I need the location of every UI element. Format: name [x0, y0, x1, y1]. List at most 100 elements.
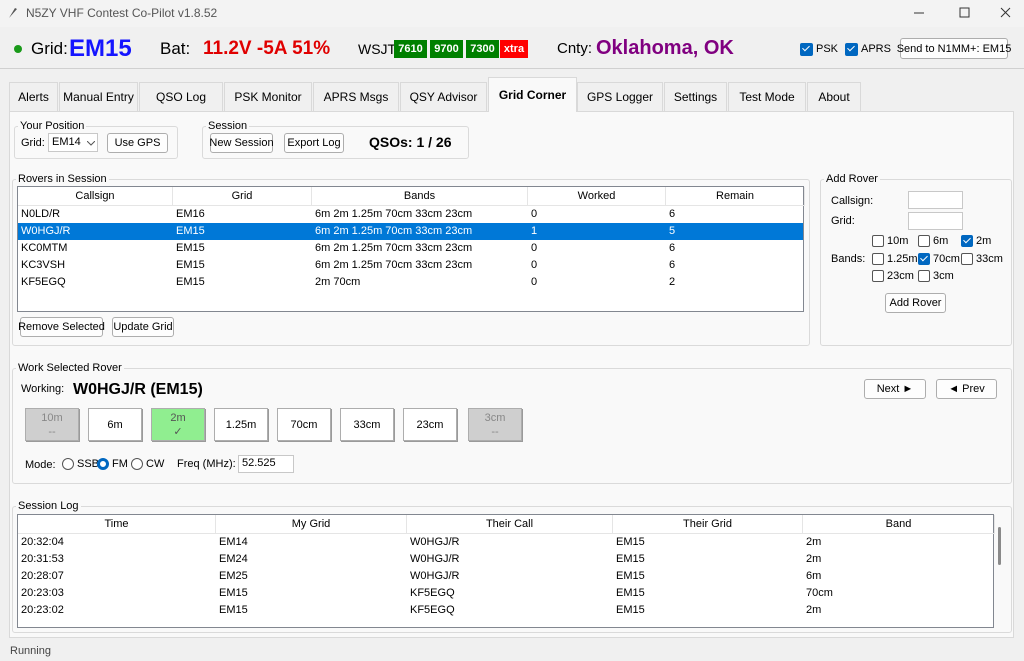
tab[interactable]: Grid Corner — [488, 77, 577, 112]
band-checkbox-label[interactable]: 1.25m — [887, 252, 918, 265]
table-row[interactable]: KF5EGQ EM15 2m 70cm 0 2 — [18, 274, 803, 291]
table-cell: EM15 — [219, 604, 248, 616]
mode-radio[interactable] — [97, 458, 109, 470]
table-cell: 0 — [531, 276, 538, 288]
table-cell: 20:32:04 — [21, 536, 64, 548]
column-header[interactable]: Time — [18, 515, 216, 534]
band-button[interactable]: 70cm — [277, 408, 331, 441]
column-header[interactable]: Their Call — [407, 515, 613, 534]
tab[interactable]: Test Mode — [728, 82, 806, 111]
table-cell: EM15 — [176, 225, 205, 237]
battery-value: 11.2V -5A 51% — [203, 38, 331, 59]
band-button[interactable]: 6m — [88, 408, 142, 441]
band-button[interactable]: 10m -- — [25, 408, 79, 441]
band-button[interactable]: 2m ✓ — [151, 408, 205, 441]
band-button[interactable]: 23cm — [403, 408, 457, 441]
tab[interactable]: GPS Logger — [577, 82, 663, 111]
band-checkbox[interactable] — [961, 252, 973, 265]
tab[interactable]: Alerts — [9, 82, 58, 111]
band-checkbox[interactable] — [918, 270, 930, 282]
column-header[interactable]: Worked — [528, 187, 666, 206]
band-button[interactable]: 3cm -- — [468, 408, 522, 441]
tab[interactable]: Manual Entry — [59, 82, 138, 111]
table-row[interactable]: 20:23:03 EM15 KF5EGQ EM15 70cm — [18, 585, 993, 602]
band-checkbox-label[interactable]: 3cm — [933, 270, 954, 282]
band-checkbox-label[interactable]: 33cm — [976, 252, 1003, 265]
mode-radio-label[interactable]: CW — [146, 458, 165, 470]
rover-grid-input[interactable] — [908, 212, 963, 230]
table-cell: W0HGJ/R — [410, 553, 460, 565]
band-checkbox[interactable] — [918, 252, 930, 265]
band-button-label: 3cm — [484, 411, 506, 424]
table-cell: 0 — [531, 259, 538, 271]
remove-selected-button[interactable]: Remove Selected — [18, 317, 105, 337]
toggle-label[interactable]: APRS — [861, 43, 891, 55]
send-button[interactable]: Send to N1MM+: EM15 — [897, 38, 1011, 59]
table-cell: 6m 2m 1.25m 70cm 33cm 23cm — [315, 259, 473, 271]
table-cell: 20:31:53 — [21, 553, 64, 565]
table-row[interactable]: 20:28:07 EM25 W0HGJ/R EM15 6m — [18, 568, 993, 585]
callsign-input[interactable] — [908, 191, 963, 209]
mode-radio-label[interactable]: SSB — [77, 458, 100, 470]
band-button-label: 1.25m — [225, 418, 257, 431]
table-cell: EM15 — [219, 587, 248, 599]
column-header[interactable]: Grid — [173, 187, 312, 206]
band-checkbox[interactable] — [961, 235, 973, 247]
column-header[interactable]: My Grid — [216, 515, 407, 534]
band-button[interactable]: 33cm — [340, 408, 394, 441]
add-rover-button[interactable]: Add Rover — [885, 293, 946, 313]
column-header[interactable]: Band — [803, 515, 995, 534]
next-button[interactable]: Next ► — [864, 379, 926, 399]
band-checkbox[interactable] — [872, 270, 884, 282]
table-row[interactable]: 20:31:53 EM24 W0HGJ/R EM15 2m — [18, 551, 993, 568]
band-checkbox-label[interactable]: 70cm — [933, 252, 960, 265]
column-header[interactable]: Bands — [312, 187, 528, 206]
band-checkbox-label[interactable]: 10m — [887, 235, 909, 247]
toggle-checkbox[interactable] — [845, 43, 858, 56]
table-cell: 0 — [531, 208, 538, 220]
mode-radio[interactable] — [62, 458, 74, 470]
table-row[interactable]: W0HGJ/R EM15 6m 2m 1.25m 70cm 33cm 23cm 1 5 — [18, 223, 803, 240]
log-scrollbar[interactable] — [998, 527, 1001, 565]
band-checkbox[interactable] — [872, 252, 884, 265]
table-row[interactable]: KC3VSH EM15 6m 2m 1.25m 70cm 33cm 23cm 0 6 — [18, 257, 803, 274]
tab[interactable]: QSO Log — [139, 82, 223, 111]
table-cell: 5 — [669, 225, 676, 237]
use-gps-button[interactable]: Use GPS — [107, 133, 168, 153]
tab[interactable]: PSK Monitor — [224, 82, 312, 111]
table-cell: KF5EGQ — [410, 604, 455, 616]
band-checkbox-label[interactable]: 6m — [933, 235, 949, 247]
tab[interactable]: QSY Advisor — [400, 82, 487, 111]
grid-select[interactable]: EM14 — [48, 133, 98, 152]
table-cell: KC0MTM — [21, 242, 68, 254]
table-cell: KF5EGQ — [21, 276, 66, 288]
toggle-label[interactable]: PSK — [816, 43, 839, 55]
table-row[interactable]: 20:32:04 EM14 W0HGJ/R EM15 2m — [18, 534, 993, 551]
table-cell: N0LD/R — [21, 208, 61, 220]
band-button[interactable]: 1.25m — [214, 408, 268, 441]
band-checkbox-label[interactable]: 2m — [976, 235, 992, 247]
band-checkbox-label[interactable]: 23cm — [887, 270, 914, 282]
column-header[interactable]: Remain — [666, 187, 805, 206]
column-header[interactable]: Their Grid — [613, 515, 803, 534]
toggle-checkbox[interactable] — [800, 43, 813, 56]
table-row[interactable]: N0LD/R EM16 6m 2m 1.25m 70cm 33cm 23cm 0 6 — [18, 206, 803, 223]
mode-radio-label[interactable]: FM — [112, 458, 128, 470]
update-grid-button[interactable]: Update Grid — [112, 317, 174, 337]
new-session-button[interactable]: New Session — [209, 133, 274, 153]
table-row[interactable]: KC0MTM EM15 6m 2m 1.25m 70cm 33cm 23cm 0 6 — [18, 240, 803, 257]
freq-input[interactable]: 52.525 — [238, 455, 294, 473]
mode-radio[interactable] — [131, 458, 143, 470]
prev-button[interactable]: ◄ Prev — [936, 379, 997, 399]
table-row[interactable]: 20:23:02 EM15 KF5EGQ EM15 2m — [18, 602, 993, 619]
tab[interactable]: APRS Msgs — [313, 82, 399, 111]
band-checkbox[interactable] — [872, 235, 884, 247]
tab[interactable]: Settings — [664, 82, 727, 111]
tab[interactable]: About — [807, 82, 861, 111]
column-header[interactable]: Callsign — [18, 187, 173, 206]
table-cell: 6 — [669, 259, 676, 271]
export-log-button[interactable]: Export Log — [284, 133, 344, 153]
band-checkbox[interactable] — [918, 235, 930, 247]
